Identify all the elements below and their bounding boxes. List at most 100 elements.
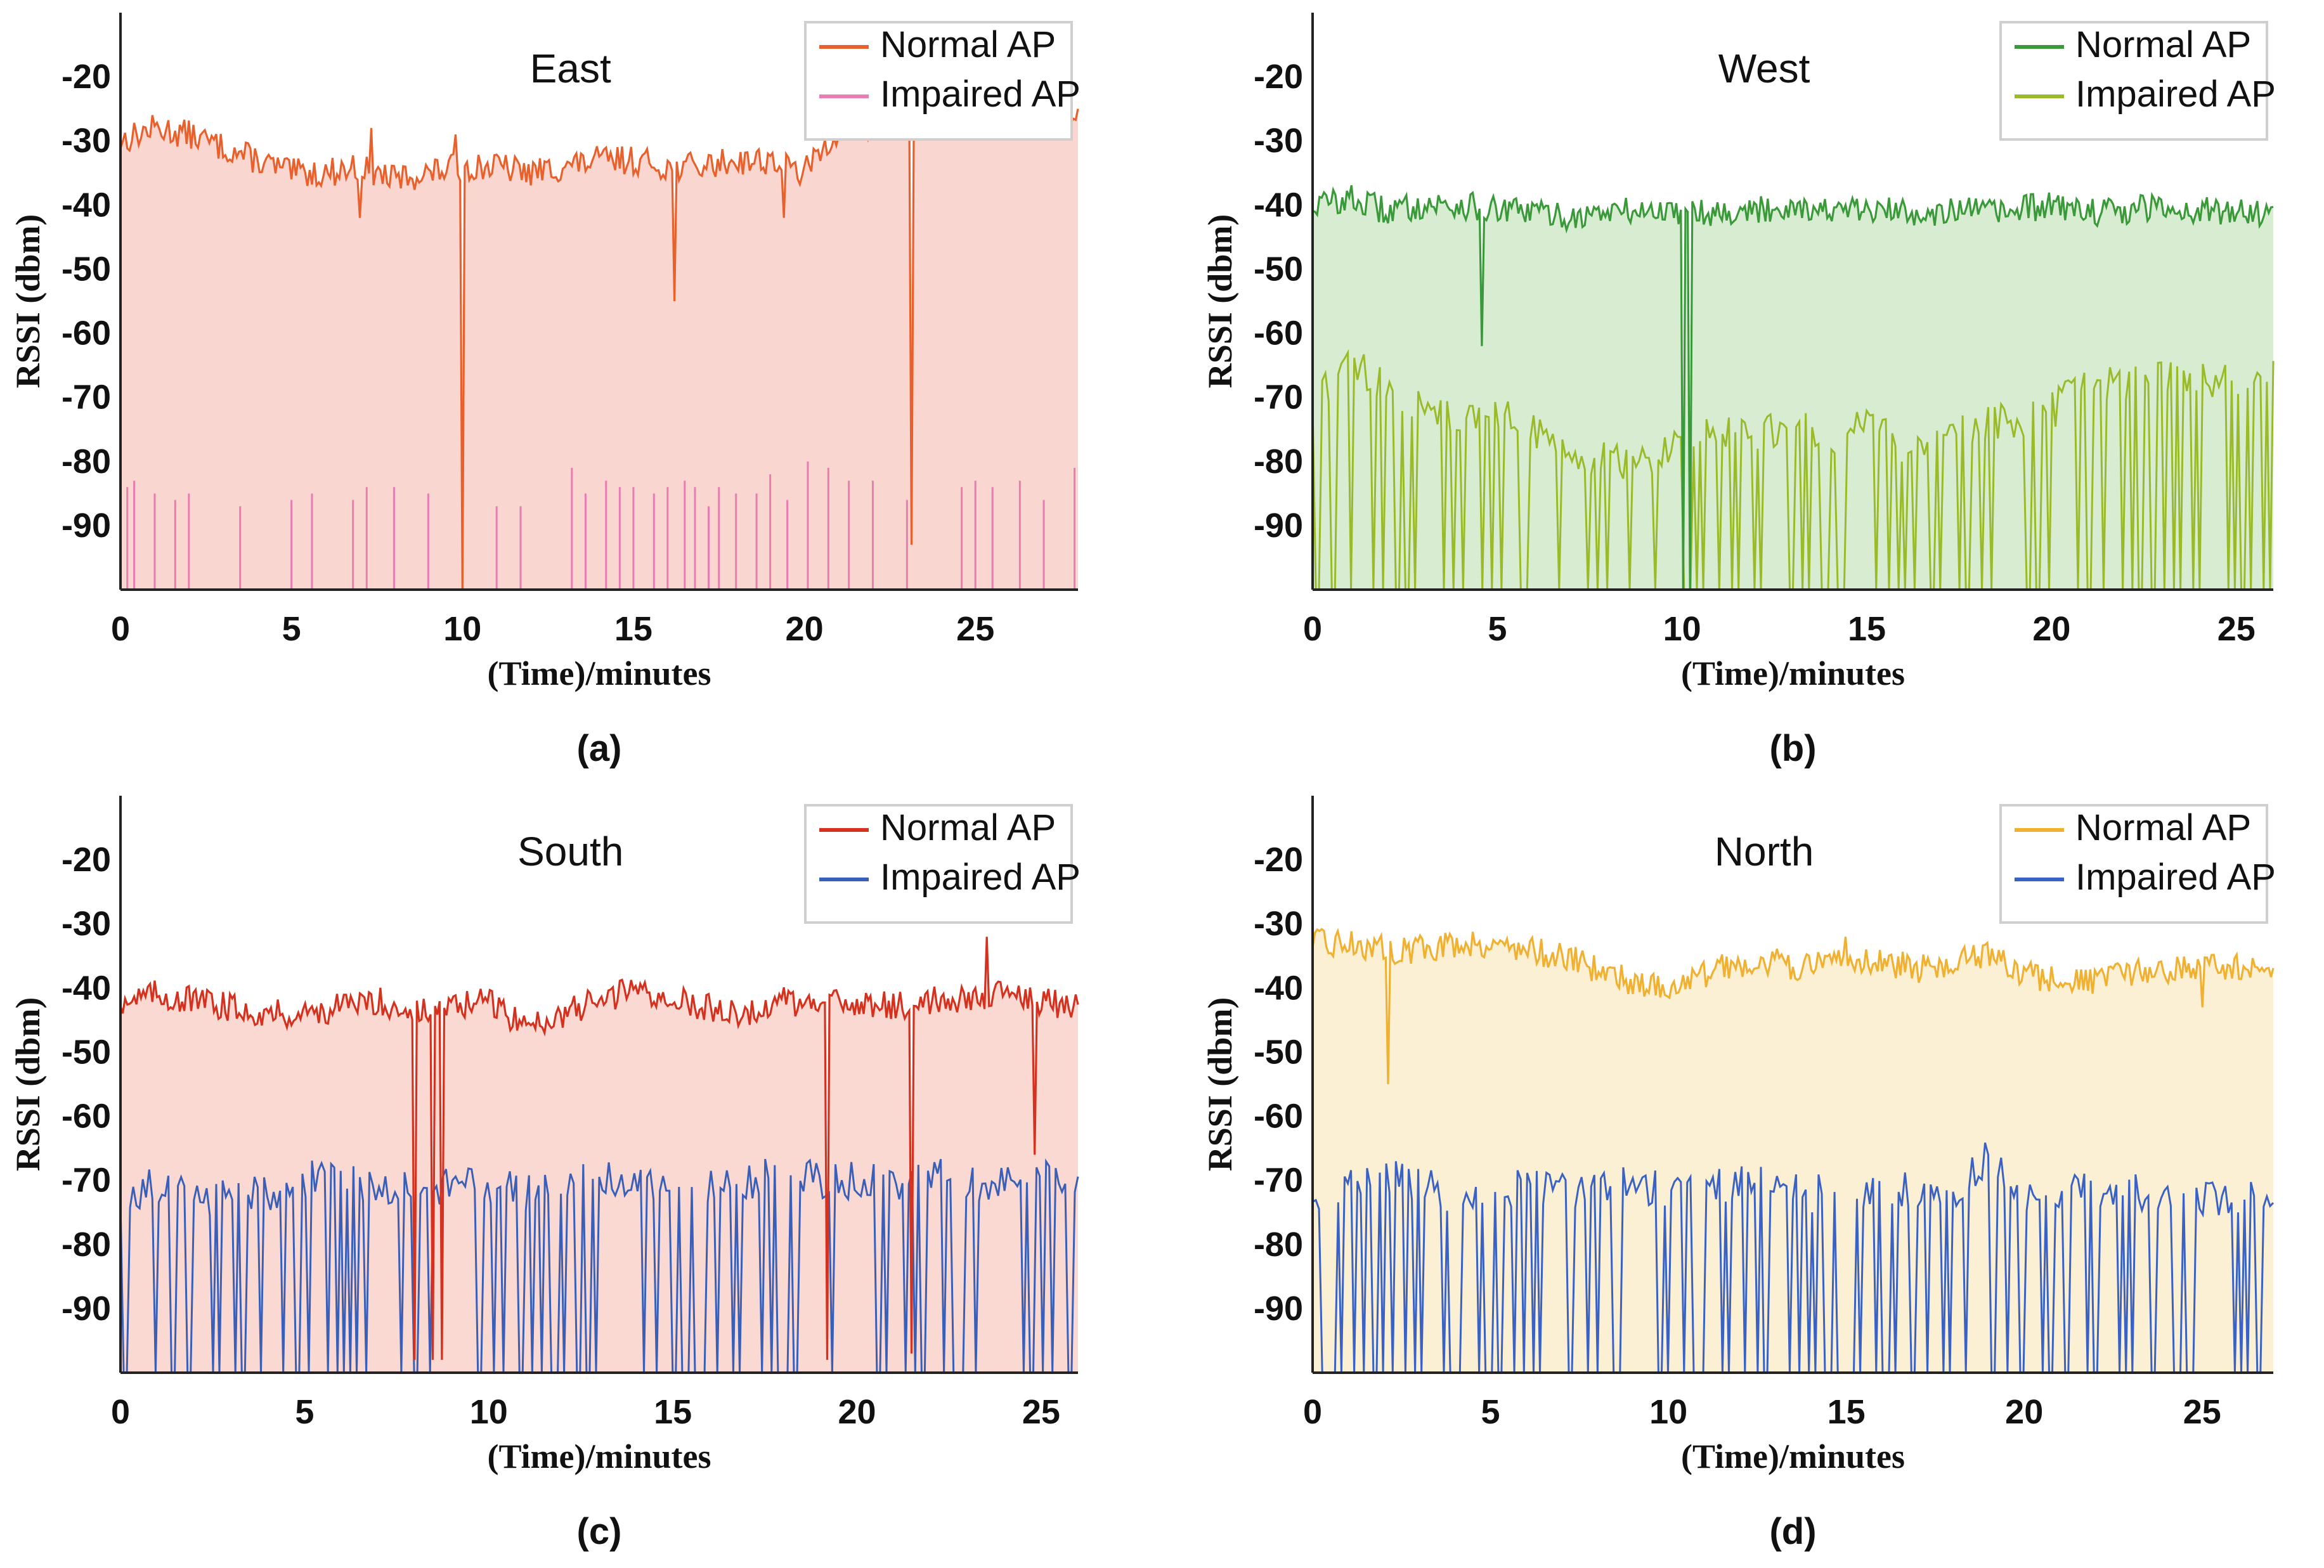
y-tick-label: -60 — [1254, 1098, 1303, 1136]
y-tick-label: -40 — [1254, 186, 1303, 224]
x-axis-title: (Time)/minutes — [488, 654, 711, 692]
y-tick-label: -40 — [1254, 969, 1303, 1007]
legend-label: Normal AP — [2075, 807, 2251, 848]
y-tick-label: -50 — [1254, 1033, 1303, 1071]
legend-box — [804, 21, 1073, 141]
y-tick-label: -30 — [1254, 122, 1303, 160]
x-tick-label: 15 — [614, 610, 652, 648]
normal-line — [1311, 928, 2275, 1085]
x-tick-label: 25 — [2217, 610, 2256, 648]
x-tick-label: 10 — [443, 610, 481, 648]
x-tick-label: 20 — [838, 1393, 876, 1431]
y-tick-label: -50 — [1254, 250, 1303, 288]
x-tick-label: 15 — [654, 1393, 692, 1431]
x-tick-label: 10 — [1663, 610, 1701, 648]
chart-panel-b: -20 -30 -40 -50 -60 -70 -80 -90 0 5 10 15 20 25 (Time)… — [1192, 0, 2324, 783]
x-tick-label: 25 — [1022, 1393, 1060, 1431]
chart-svg-d: -20 -30 -40 -50 -60 -70 -80 -90 0 5 10 15 20 25 (Time)… — [1201, 796, 2276, 1552]
y-tick-label: -90 — [62, 507, 111, 545]
y-axis-title: RSSI (dbm) — [1201, 997, 1239, 1172]
y-tick-label: -30 — [1254, 905, 1303, 943]
normal-line — [119, 936, 1079, 1360]
x-tick-label: 20 — [2032, 610, 2070, 648]
x-tick-label: 15 — [1848, 610, 1886, 648]
x-tick-label: 15 — [1827, 1393, 1866, 1431]
panel-caption: (d) — [1769, 1511, 1816, 1552]
panel-title: East — [530, 46, 611, 91]
panel-title: North — [1715, 829, 1814, 874]
area-fill — [120, 936, 1078, 1373]
y-tick-label: -50 — [62, 250, 111, 288]
x-axis-title: (Time)/minutes — [1681, 654, 1905, 692]
legend-label: Impaired AP — [2075, 857, 2276, 898]
x-tick-label: 20 — [786, 610, 824, 648]
y-tick-label: -60 — [62, 314, 111, 353]
legend-label: Impaired AP — [880, 74, 1081, 115]
y-tick-label: -50 — [62, 1033, 111, 1071]
y-tick-label: -80 — [62, 1226, 111, 1264]
x-axis-title: (Time)/minutes — [1681, 1437, 1905, 1475]
chart-svg-b: -20 -30 -40 -50 -60 -70 -80 -90 0 5 10 15 20 25 (Time)… — [1201, 13, 2276, 769]
chart-panel-a: -20 -30 -40 -50 -60 -70 -80 -90 0 5 10 15 20 25 (Time)… — [0, 0, 1129, 783]
panel-caption: (b) — [1769, 728, 1816, 769]
x-tick-label: 10 — [470, 1393, 508, 1431]
y-tick-label: -80 — [1254, 1226, 1303, 1264]
legend-label: Normal AP — [880, 24, 1056, 65]
chart-panel-c: -20 -30 -40 -50 -60 -70 -80 -90 0 5 10 15 20 25 (Time)… — [0, 783, 1129, 1568]
panel-caption: (c) — [577, 1511, 622, 1552]
panel-title: West — [1718, 46, 1810, 91]
y-tick-label: -70 — [1254, 379, 1303, 417]
x-tick-label: 0 — [1303, 610, 1322, 648]
y-tick-label: -30 — [62, 122, 111, 160]
y-tick-label: -90 — [1254, 1290, 1303, 1328]
y-axis-title: RSSI (dbm) — [9, 214, 47, 389]
legend-label: Impaired AP — [2075, 74, 2276, 115]
area-fill — [1313, 185, 2273, 590]
x-tick-label: 5 — [295, 1393, 314, 1431]
legend-box — [1999, 21, 2268, 141]
y-tick-label: -30 — [62, 905, 111, 943]
legend-box — [1999, 804, 2268, 924]
x-tick-label: 25 — [956, 610, 994, 648]
legend-label: Impaired AP — [880, 857, 1081, 898]
y-tick-label: -60 — [62, 1098, 111, 1136]
legend-box — [804, 804, 1073, 924]
y-tick-label: -20 — [62, 58, 111, 96]
y-tick-label: -20 — [62, 841, 111, 879]
x-tick-label: 0 — [111, 1393, 130, 1431]
chart-panel-d: -20 -30 -40 -50 -60 -70 -80 -90 0 5 10 15 20 25 (Time)… — [1192, 783, 2324, 1568]
y-tick-label: -90 — [62, 1290, 111, 1328]
y-axis-title: RSSI (dbm) — [1201, 214, 1239, 389]
y-tick-label: -40 — [62, 969, 111, 1007]
x-tick-label: 10 — [1649, 1393, 1687, 1431]
y-tick-label: -60 — [1254, 314, 1303, 353]
x-tick-label: 25 — [2183, 1393, 2221, 1431]
y-tick-label: -20 — [1254, 841, 1303, 879]
y-tick-label: -90 — [1254, 507, 1303, 545]
impaired-line — [119, 1158, 1079, 1374]
y-tick-label: -80 — [62, 443, 111, 481]
area-fill — [1313, 929, 2273, 1373]
y-tick-label: -40 — [62, 186, 111, 224]
x-tick-label: 20 — [2005, 1393, 2043, 1431]
panel-title: South — [517, 829, 623, 874]
x-axis-title: (Time)/minutes — [488, 1437, 711, 1475]
x-tick-label: 5 — [1481, 1393, 1500, 1431]
chart-svg-c: -20 -30 -40 -50 -60 -70 -80 -90 0 5 10 15 20 25 (Time)… — [9, 796, 1081, 1552]
legend-label: Normal AP — [2075, 24, 2251, 65]
normal-line — [1312, 185, 2274, 590]
x-tick-label: 5 — [282, 610, 301, 648]
panel-caption: (a) — [577, 728, 622, 769]
x-tick-label: 0 — [1303, 1393, 1322, 1431]
y-tick-label: -70 — [1254, 1162, 1303, 1200]
legend-label: Normal AP — [880, 807, 1056, 848]
impaired-line — [1312, 1142, 2275, 1374]
y-tick-label: -70 — [62, 379, 111, 417]
y-axis-title: RSSI (dbm) — [9, 997, 47, 1172]
area-fill — [120, 107, 1078, 590]
chart-svg-a: -20 -30 -40 -50 -60 -70 -80 -90 0 5 10 15 20 25 (Time)… — [9, 13, 1081, 769]
y-tick-label: -80 — [1254, 443, 1303, 481]
y-tick-label: -70 — [62, 1162, 111, 1200]
y-tick-label: -20 — [1254, 58, 1303, 96]
x-tick-label: 5 — [1488, 610, 1507, 648]
